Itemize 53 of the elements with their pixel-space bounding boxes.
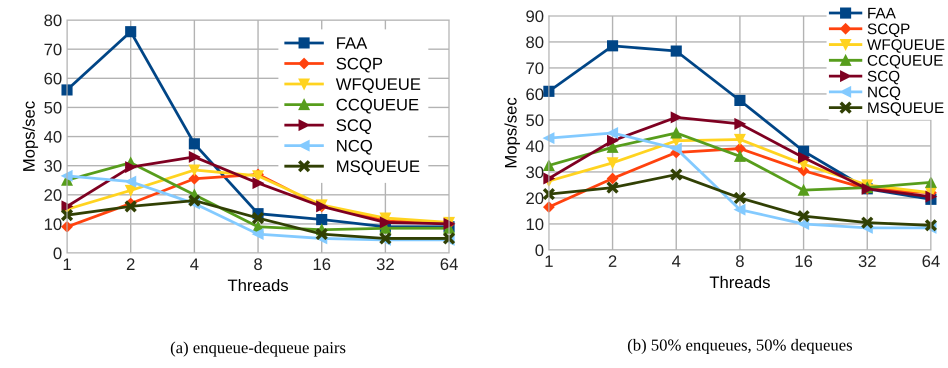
y-tick-label: 30	[526, 166, 544, 178]
x-tick-label: 8	[736, 255, 744, 268]
y-tick-label: 40	[44, 130, 62, 143]
y-tick-label: 50	[526, 114, 544, 126]
text: (a) enqueue-dequeue pairs	[170, 342, 346, 357]
y-tick-label: 90	[526, 10, 544, 22]
legend-label: WFQUEUE	[867, 39, 944, 53]
x-tick-label: 16	[796, 255, 812, 268]
legend-label: MSQUEUE	[868, 102, 944, 116]
legend-label: SCQ	[868, 70, 900, 84]
x-tick-label: 2	[126, 258, 134, 270]
legend-label: SCQP	[868, 23, 910, 38]
legend-label: WFQUEUE	[336, 78, 420, 94]
x-tick-label: 16	[314, 258, 330, 270]
legend-label: CCQUEUE	[336, 98, 418, 114]
y-tick-label: 0	[54, 247, 62, 260]
x-tick-label: 1	[546, 255, 553, 267]
y-tick-label: 10	[44, 218, 62, 230]
x-tick-label: 4	[672, 255, 680, 267]
legend-label: FAA	[337, 37, 368, 49]
y-tick-label: 70	[44, 44, 62, 56]
y-tick-label: 80	[526, 36, 544, 48]
legend-label: SCQP	[336, 58, 382, 72]
legend-label: SCQ	[336, 119, 372, 134]
x-axis-title: Threads	[228, 278, 288, 292]
legend-label: NCQ	[868, 86, 900, 100]
x-axis-title: Threads	[710, 276, 770, 288]
x-tick-label: 64	[440, 258, 458, 270]
y-tick-label: 30	[44, 160, 62, 172]
x-tick-label: 2	[608, 255, 616, 267]
x-tick-label: 1	[64, 258, 71, 270]
legend-label: FAA	[868, 8, 896, 18]
y-tick-label: 60	[44, 72, 62, 84]
legend-label: CCQUEUE	[868, 55, 943, 69]
y-tick-label: 60	[526, 88, 544, 100]
legend-label: NCQ	[337, 140, 372, 155]
text: (b) 50% enqueues, 50% dequeues	[628, 338, 852, 354]
x-tick-label: 32	[376, 258, 394, 270]
y-tick-label: 20	[526, 192, 544, 204]
y-tick-label: 40	[526, 140, 544, 152]
y-tick-label: 20	[44, 189, 62, 201]
y-tick-label: 50	[44, 102, 62, 114]
x-tick-label: 64	[922, 255, 940, 268]
x-tick-label: 32	[858, 255, 876, 268]
x-tick-label: 4	[190, 258, 199, 270]
legend-label: MSQUEUE	[337, 160, 420, 176]
y-tick-label: 70	[526, 62, 544, 74]
y-axis-title: Mops/sec	[504, 98, 520, 168]
y-tick-label: 10	[526, 218, 544, 230]
y-axis-title: Mops/sec	[22, 101, 38, 171]
x-tick-label: 8	[254, 258, 262, 270]
y-tick-label: 80	[44, 14, 62, 26]
y-tick-label: 0	[535, 244, 544, 256]
